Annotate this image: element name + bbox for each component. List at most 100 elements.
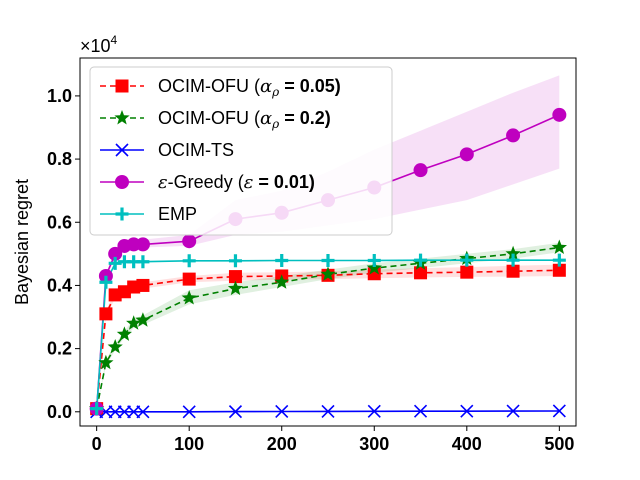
data-point <box>460 253 474 267</box>
series-markers <box>89 107 567 419</box>
data-point <box>552 263 566 277</box>
y-tick-label: 0.0 <box>47 402 72 422</box>
legend-symbol: α <box>260 108 272 129</box>
data-point <box>135 237 150 252</box>
legend-tail: = 0.05) <box>279 76 341 96</box>
data-point <box>552 404 566 418</box>
data-point <box>136 405 150 419</box>
legend-symbol: ε <box>158 172 168 193</box>
data-point <box>414 253 428 267</box>
confidence-band <box>96 75 560 409</box>
data-point <box>108 405 122 419</box>
y-axis-label: Bayesian regret <box>12 179 32 305</box>
data-point <box>228 254 242 268</box>
series-line <box>95 269 560 409</box>
data-point <box>99 275 113 289</box>
data-point <box>367 253 381 267</box>
y-tick-label: 1.0 <box>47 86 72 106</box>
x-tick-label: 0 <box>92 434 102 454</box>
legend-box <box>89 66 393 236</box>
legend-label: EMP <box>158 204 197 224</box>
data-point <box>367 404 381 418</box>
legend-tail: = 0.01) <box>253 172 315 192</box>
data-point <box>460 404 474 418</box>
x-tick-label: 400 <box>452 434 482 454</box>
legend-symbol: α <box>260 76 272 97</box>
x-tick-label: 300 <box>359 434 389 454</box>
data-point <box>181 290 197 305</box>
data-point <box>459 147 474 162</box>
data-point <box>552 107 567 122</box>
data-point <box>275 253 289 267</box>
confidence-band <box>96 264 560 409</box>
x-tick-label: 100 <box>174 434 204 454</box>
legend-marker <box>115 79 129 93</box>
data-point <box>552 253 566 267</box>
legend: OCIM-OFU (αρ = 0.05)OCIM-OFU (αρ = 0.2)O… <box>89 66 393 236</box>
data-point <box>413 163 428 178</box>
data-point <box>182 405 196 419</box>
data-point <box>127 405 141 419</box>
data-point <box>90 402 104 416</box>
axis-scale-multiplier: ×104 <box>80 33 118 56</box>
data-point <box>182 234 197 249</box>
data-point <box>505 245 521 261</box>
data-point <box>136 278 150 292</box>
y-tick-label: 0.2 <box>47 339 72 359</box>
data-point <box>136 255 150 269</box>
data-point <box>506 253 520 267</box>
data-point <box>366 260 382 275</box>
data-point <box>116 326 132 341</box>
legend-main: -Greedy ( <box>168 172 244 192</box>
legend-marker <box>115 207 129 221</box>
legend-label: OCIM-OFU (αρ = 0.2) <box>158 108 331 131</box>
legend-symbol: ε <box>244 172 254 193</box>
data-point <box>135 312 151 327</box>
data-point <box>321 404 335 418</box>
data-point <box>227 280 244 296</box>
plot-frame <box>79 57 577 427</box>
data-point <box>321 253 335 267</box>
data-point <box>99 307 113 321</box>
legend-label: OCIM-OFU (αρ = 0.05) <box>158 76 341 99</box>
data-point <box>228 405 243 419</box>
data-point <box>460 265 474 279</box>
data-point <box>413 404 428 418</box>
legend-marker <box>115 143 129 157</box>
data-point <box>126 315 142 330</box>
y-axis: 0.0 0.2 0.4 0.6 0.8 1.0 <box>47 86 80 422</box>
data-point <box>506 128 521 143</box>
data-point <box>98 354 114 370</box>
legend-tail: = 0.2) <box>279 108 331 128</box>
x-axis: 0 100 200 300 400 500 <box>92 426 574 454</box>
x-tick-label: 200 <box>267 434 297 454</box>
legend-subscript: ρ <box>271 85 279 99</box>
data-point <box>117 405 131 419</box>
y-tick-label: 0.8 <box>47 149 72 169</box>
data-point <box>275 404 289 419</box>
data-point <box>182 272 196 286</box>
data-point <box>551 239 567 254</box>
y-tick-label: 0.4 <box>47 275 72 295</box>
legend-marker <box>115 175 129 189</box>
x-tick-label: 500 <box>544 434 574 454</box>
legend-main: OCIM-OFU ( <box>158 76 260 96</box>
legend-label: OCIM-TS <box>158 140 234 160</box>
data-point <box>274 274 290 289</box>
scale-base: ×10 <box>80 36 111 56</box>
y-tick-label: 0.6 <box>47 212 72 232</box>
data-point <box>228 270 242 284</box>
data-point <box>506 264 520 278</box>
data-point <box>320 266 336 281</box>
data-point <box>107 339 123 354</box>
legend-main: OCIM-OFU ( <box>158 108 260 128</box>
data-point <box>182 254 196 268</box>
data-point <box>414 266 428 280</box>
scale-exponent: 4 <box>111 33 118 47</box>
legend-marker <box>114 110 130 125</box>
data-point <box>108 246 123 261</box>
legend-label: ε-Greedy (ε = 0.01) <box>158 172 315 193</box>
data-point <box>506 404 520 418</box>
legend-subscript: ρ <box>271 117 279 131</box>
